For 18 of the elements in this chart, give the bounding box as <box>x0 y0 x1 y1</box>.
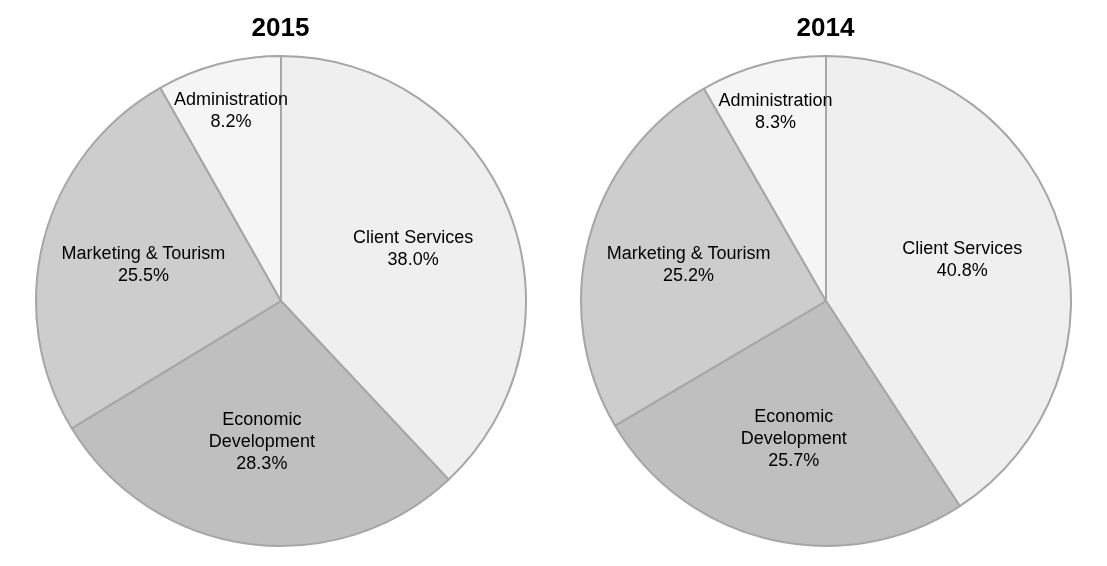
slice-label: Marketing & Tourism <box>606 242 770 263</box>
slice-label: Client Services <box>352 226 473 247</box>
data-label: 25.2% <box>662 264 714 285</box>
data-label: 25.5% <box>117 265 169 286</box>
data-label: 38.0% <box>387 248 439 269</box>
slice-label: Administration <box>717 89 832 110</box>
data-label: 40.8% <box>936 260 988 281</box>
data-label: 8.3% <box>754 111 796 132</box>
chart-title: 2015 <box>251 12 310 43</box>
data-label: 8.2% <box>210 111 252 132</box>
data-label: 25.7% <box>767 450 819 471</box>
slice-label: Economic Development <box>208 408 315 451</box>
slice-label: Administration <box>173 89 288 110</box>
slice-label: Client Services <box>901 238 1022 259</box>
slice-label: Economic Development <box>740 406 847 449</box>
chart-title: 2014 <box>796 12 855 43</box>
slice-label: Marketing & Tourism <box>61 243 225 264</box>
data-label: 28.3% <box>235 452 287 473</box>
